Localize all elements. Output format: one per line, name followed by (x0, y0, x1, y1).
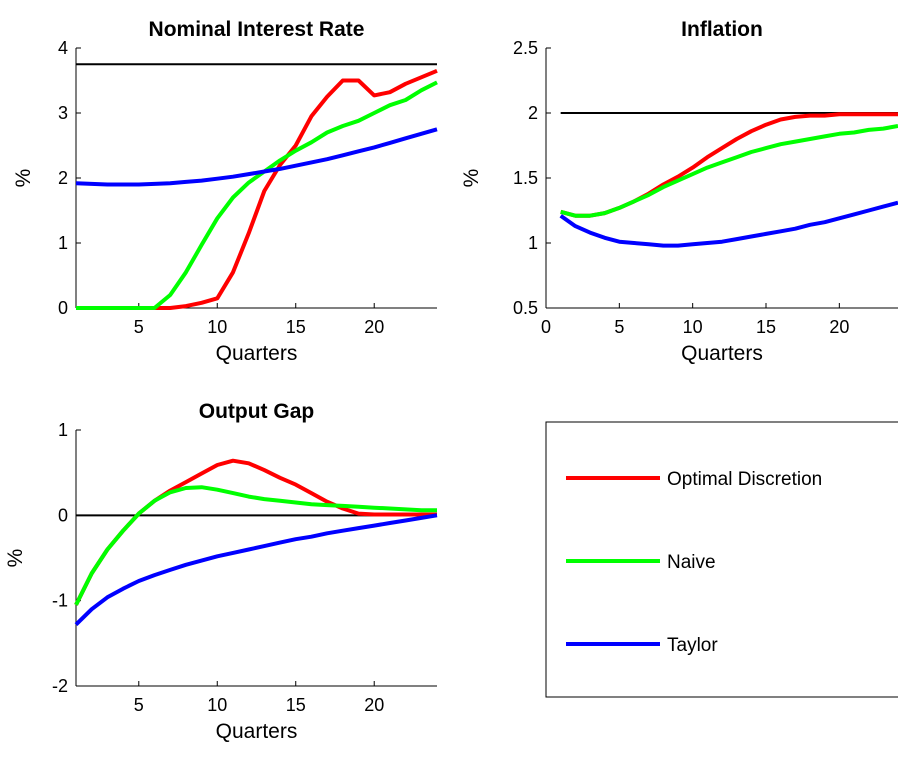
legend-label: Optimal Discretion (667, 469, 822, 490)
x-tick-label: 15 (756, 317, 776, 337)
y-tick-label: 4 (58, 38, 68, 58)
series-line-naive (76, 80, 438, 310)
legend-label: Naive (667, 552, 716, 573)
legend-frame (545, 421, 898, 698)
series-line-taylor (74, 513, 438, 627)
x-axis-label: Quarters (681, 342, 763, 365)
legend-item-taylor: Taylor (566, 635, 718, 656)
x-tick-label: 15 (286, 695, 306, 715)
subplot-2: Inflation 0.5 1 1.5 2 2.5 0 5 10 15 20 Quarters% (460, 18, 898, 365)
y-tick-label: 0 (58, 505, 68, 525)
x-tick-label: 20 (364, 695, 384, 715)
x-tick-label: 10 (683, 317, 703, 337)
series-line-taylor (75, 127, 438, 187)
series-line-taylor (559, 200, 898, 248)
legend: Optimal Discretion Naive Taylor (545, 421, 898, 698)
y-axis-label: % (12, 169, 35, 188)
legend-label: Taylor (667, 635, 718, 656)
series-line-optimal-discretion (560, 112, 898, 218)
series-line-naive (74, 485, 437, 606)
y-tick-label: 0.5 (513, 298, 538, 318)
x-axis-label: Quarters (216, 720, 298, 743)
x-tick-label: 20 (829, 317, 849, 337)
y-tick-label: 2 (58, 168, 68, 188)
series-line-naive (560, 124, 898, 218)
y-tick-label: -1 (52, 591, 68, 611)
plot-title: Output Gap (199, 400, 314, 423)
plot-title: Nominal Interest Rate (149, 18, 365, 41)
y-axis-label: % (460, 169, 483, 188)
x-axis-label: Quarters (216, 342, 298, 365)
y-tick-label: -2 (52, 676, 68, 696)
series-line-optimal-discretion (76, 68, 438, 310)
x-tick-label: 5 (134, 317, 144, 337)
x-tick-label: 15 (286, 317, 306, 337)
y-tick-label: 1.5 (513, 168, 538, 188)
y-tick-label: 0 (58, 298, 68, 318)
x-tick-label: 5 (134, 695, 144, 715)
y-axis-label: % (4, 549, 27, 568)
x-tick-label: 20 (364, 317, 384, 337)
y-tick-label: 3 (58, 103, 68, 123)
subplot-1: Nominal Interest Rate 0 1 2 3 4 5 10 15 20 Quarter… (12, 18, 438, 365)
legend-item-naive: Naive (566, 552, 716, 573)
x-tick-label: 10 (207, 695, 227, 715)
x-tick-label: 0 (541, 317, 551, 337)
x-tick-label: 10 (207, 317, 227, 337)
y-tick-label: 2 (528, 103, 538, 123)
y-tick-label: 1 (58, 233, 68, 253)
y-tick-label: 2.5 (513, 38, 538, 58)
legend-item-optimal-discretion: Optimal Discretion (566, 469, 822, 490)
x-tick-label: 5 (614, 317, 624, 337)
plot-title: Inflation (681, 18, 763, 41)
y-tick-label: 1 (528, 233, 538, 253)
y-tick-label: 1 (58, 420, 68, 440)
